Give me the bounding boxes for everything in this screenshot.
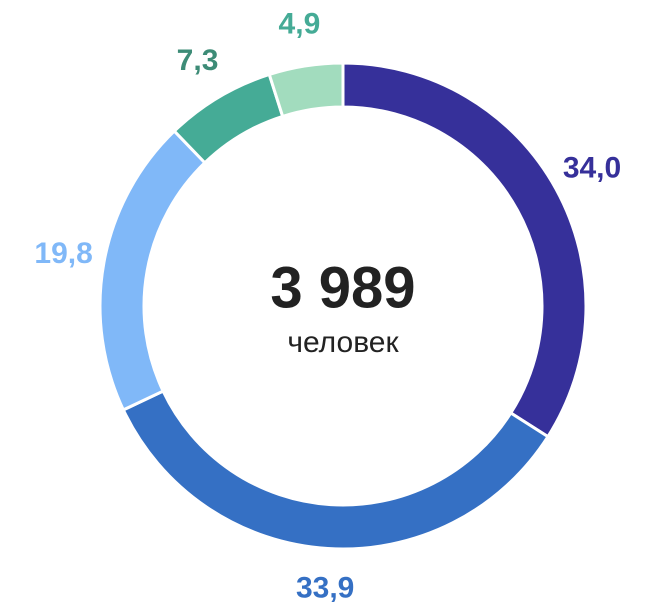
value-label: 34,0: [563, 151, 621, 184]
center-sublabel: человек: [287, 326, 399, 359]
donut-segment: [267, 61, 345, 119]
donut-segment: [172, 72, 285, 165]
value-label: 7,3: [177, 44, 219, 77]
value-label: 19,8: [34, 237, 92, 270]
value-label: 33,9: [296, 571, 354, 604]
donut-segment: [341, 61, 588, 439]
value-label: 4,9: [279, 7, 321, 40]
donut-segment: [98, 128, 207, 412]
donut-segment: [121, 389, 550, 551]
center-value: 3 989: [270, 255, 415, 320]
